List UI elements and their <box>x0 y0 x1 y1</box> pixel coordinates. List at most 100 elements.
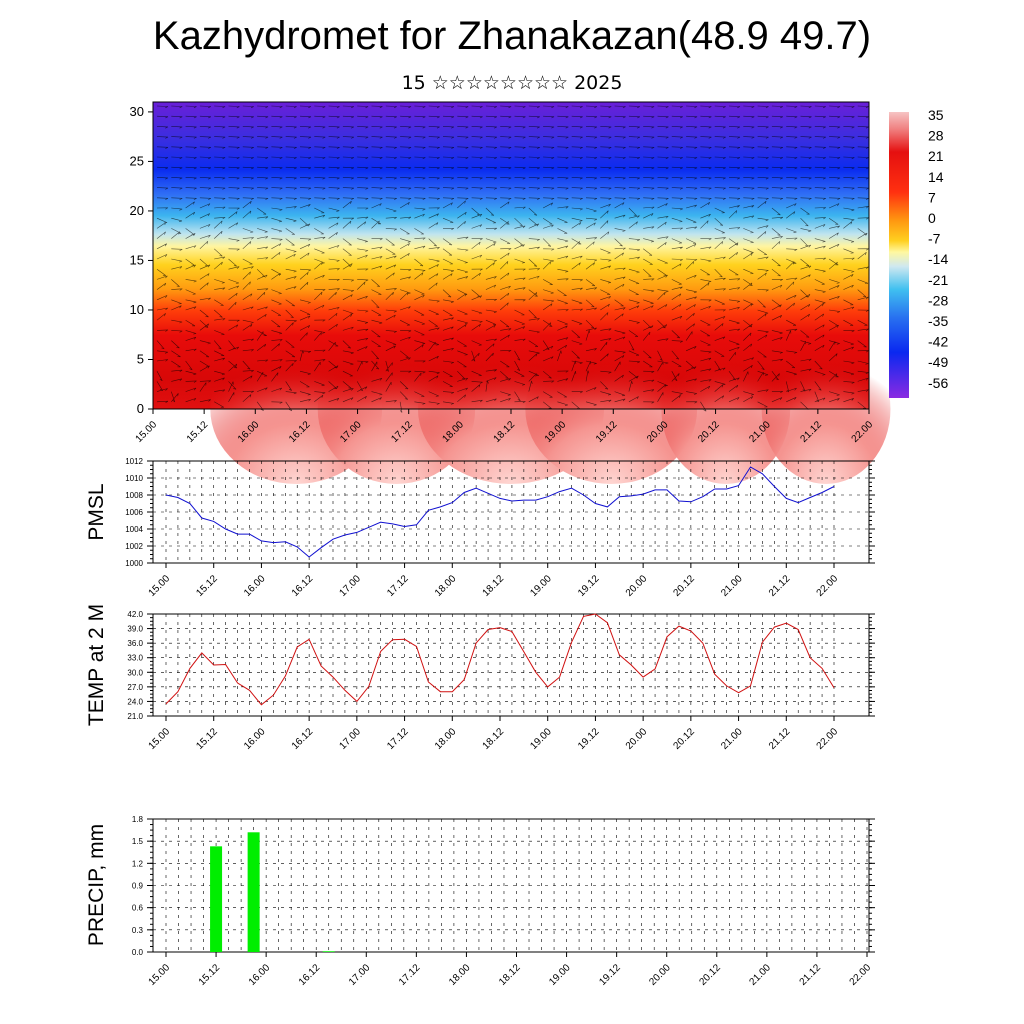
x-tick-label: 21.00 <box>719 726 745 752</box>
y-tick-label: 30.0 <box>127 668 143 677</box>
colorbar-label: -21 <box>928 272 948 288</box>
colorbar-label: 0 <box>928 210 936 226</box>
x-tick-label: 19.12 <box>597 962 623 988</box>
y-tick-label: 25 <box>130 153 144 168</box>
y-tick-label: 1002 <box>125 542 143 551</box>
x-tick-label: 18.00 <box>447 962 473 988</box>
x-tick-label: 16.12 <box>290 573 316 599</box>
chart-subtitle: 15 ☆☆☆☆☆☆☆☆ 2025 <box>401 72 623 94</box>
chart-title: Kazhydromet for Zhanakazan(48.9 49.7) <box>152 14 872 58</box>
y-tick-label: 27.0 <box>127 683 143 692</box>
y-tick-label: 1.8 <box>132 815 144 824</box>
plot-frame <box>152 613 870 717</box>
x-tick-label: 15.12 <box>194 726 220 752</box>
x-tick-label: 19.12 <box>576 573 602 599</box>
x-tick-label: 20.00 <box>624 573 650 599</box>
x-tick-label: 20.12 <box>672 573 698 599</box>
y-tick-label: 36.0 <box>127 639 143 648</box>
x-tick-label: 16.00 <box>247 962 273 988</box>
x-tick-label: 15.00 <box>134 419 160 445</box>
y-tick-label: 1.2 <box>132 859 144 868</box>
x-tick-label: 21.12 <box>798 962 824 988</box>
y-tick-label: 20 <box>130 203 144 218</box>
x-tick-label: 19.00 <box>547 962 573 988</box>
x-tick-label: 16.12 <box>297 962 323 988</box>
colorbar-label: -49 <box>928 354 948 370</box>
x-tick-label: 17.00 <box>347 962 373 988</box>
x-tick-label: 22.00 <box>815 573 841 599</box>
x-tick-label: 18.12 <box>497 962 523 988</box>
colorbar <box>889 112 909 398</box>
x-tick-label: 16.00 <box>242 573 268 599</box>
x-tick-label: 15.00 <box>147 962 173 988</box>
y-tick-label: 30 <box>130 104 144 119</box>
y-tick-label: 1010 <box>125 474 143 483</box>
x-tick-label: 20.00 <box>624 726 650 752</box>
y-tick-label: 0.6 <box>132 904 144 913</box>
x-tick-label: 18.00 <box>433 726 459 752</box>
x-tick-label: 22.00 <box>815 726 841 752</box>
x-tick-label: 16.00 <box>242 726 268 752</box>
y-tick-label: 0.0 <box>132 948 144 957</box>
colorbar-label: -14 <box>928 251 948 267</box>
y-axis-label: PMSL <box>85 483 108 540</box>
precip-bar <box>210 846 223 952</box>
y-tick-label: 5 <box>137 351 144 366</box>
y-tick-label: 1.5 <box>132 837 144 846</box>
x-tick-label: 19.12 <box>576 726 602 752</box>
colorbar-label: -56 <box>928 375 948 391</box>
precip-bar <box>322 951 335 952</box>
y-tick-label: 1008 <box>125 491 143 500</box>
wind-arrows <box>156 105 869 413</box>
y-tick-label: 24.0 <box>127 697 143 706</box>
y-tick-label: 33.0 <box>127 654 143 663</box>
x-tick-label: 16.12 <box>290 726 316 752</box>
x-tick-label: 21.00 <box>719 573 745 599</box>
y-tick-label: 39.0 <box>127 625 143 634</box>
colorbar-label: -35 <box>928 313 948 329</box>
y-tick-label: 0.3 <box>132 926 144 935</box>
x-tick-label: 15.00 <box>147 726 173 752</box>
y-axis-label: PRECIP, mm <box>85 824 108 946</box>
y-tick-label: 1012 <box>125 457 143 466</box>
x-tick-label: 22.00 <box>848 962 874 988</box>
x-tick-label: 18.00 <box>433 573 459 599</box>
x-tick-label: 20.12 <box>672 726 698 752</box>
x-tick-label: 18.12 <box>481 573 507 599</box>
colorbar-label: 21 <box>928 148 944 164</box>
y-tick-label: 0 <box>137 401 144 416</box>
x-tick-label: 17.12 <box>397 962 423 988</box>
wind-arrow-field <box>156 105 869 413</box>
x-tick-label: 21.12 <box>767 726 793 752</box>
x-tick-label: 21.00 <box>748 962 774 988</box>
y-tick-label: 21.0 <box>127 712 143 721</box>
series-line <box>165 613 835 706</box>
x-tick-label: 17.00 <box>338 573 364 599</box>
colorbar-label: 28 <box>928 128 944 144</box>
x-tick-label: 17.12 <box>385 573 411 599</box>
x-tick-label: 17.00 <box>338 726 364 752</box>
colorbar-label: 7 <box>928 189 936 205</box>
x-tick-label: 19.00 <box>528 573 554 599</box>
y-tick-label: 1004 <box>125 525 143 534</box>
x-tick-label: 20.00 <box>647 962 673 988</box>
x-tick-label: 18.12 <box>481 726 507 752</box>
y-tick-label: 1006 <box>125 508 143 517</box>
y-tick-label: 0.9 <box>132 882 144 891</box>
x-tick-label: 15.00 <box>147 573 173 599</box>
precip-bar <box>247 832 260 952</box>
x-tick-label: 15.12 <box>197 962 223 988</box>
colorbar-label: 14 <box>928 169 944 185</box>
colorbar-label: 35 <box>928 107 944 123</box>
y-tick-label: 10 <box>130 302 144 317</box>
x-tick-label: 17.12 <box>385 726 411 752</box>
y-tick-label: 42.0 <box>127 610 143 619</box>
x-tick-label: 20.12 <box>697 962 723 988</box>
colorbar-label: -28 <box>928 292 948 308</box>
colorbar-label: -42 <box>928 334 948 350</box>
x-tick-label: 19.00 <box>528 726 554 752</box>
series-line <box>165 466 835 558</box>
y-tick-label: 15 <box>130 252 144 267</box>
x-tick-label: 15.12 <box>185 419 211 445</box>
